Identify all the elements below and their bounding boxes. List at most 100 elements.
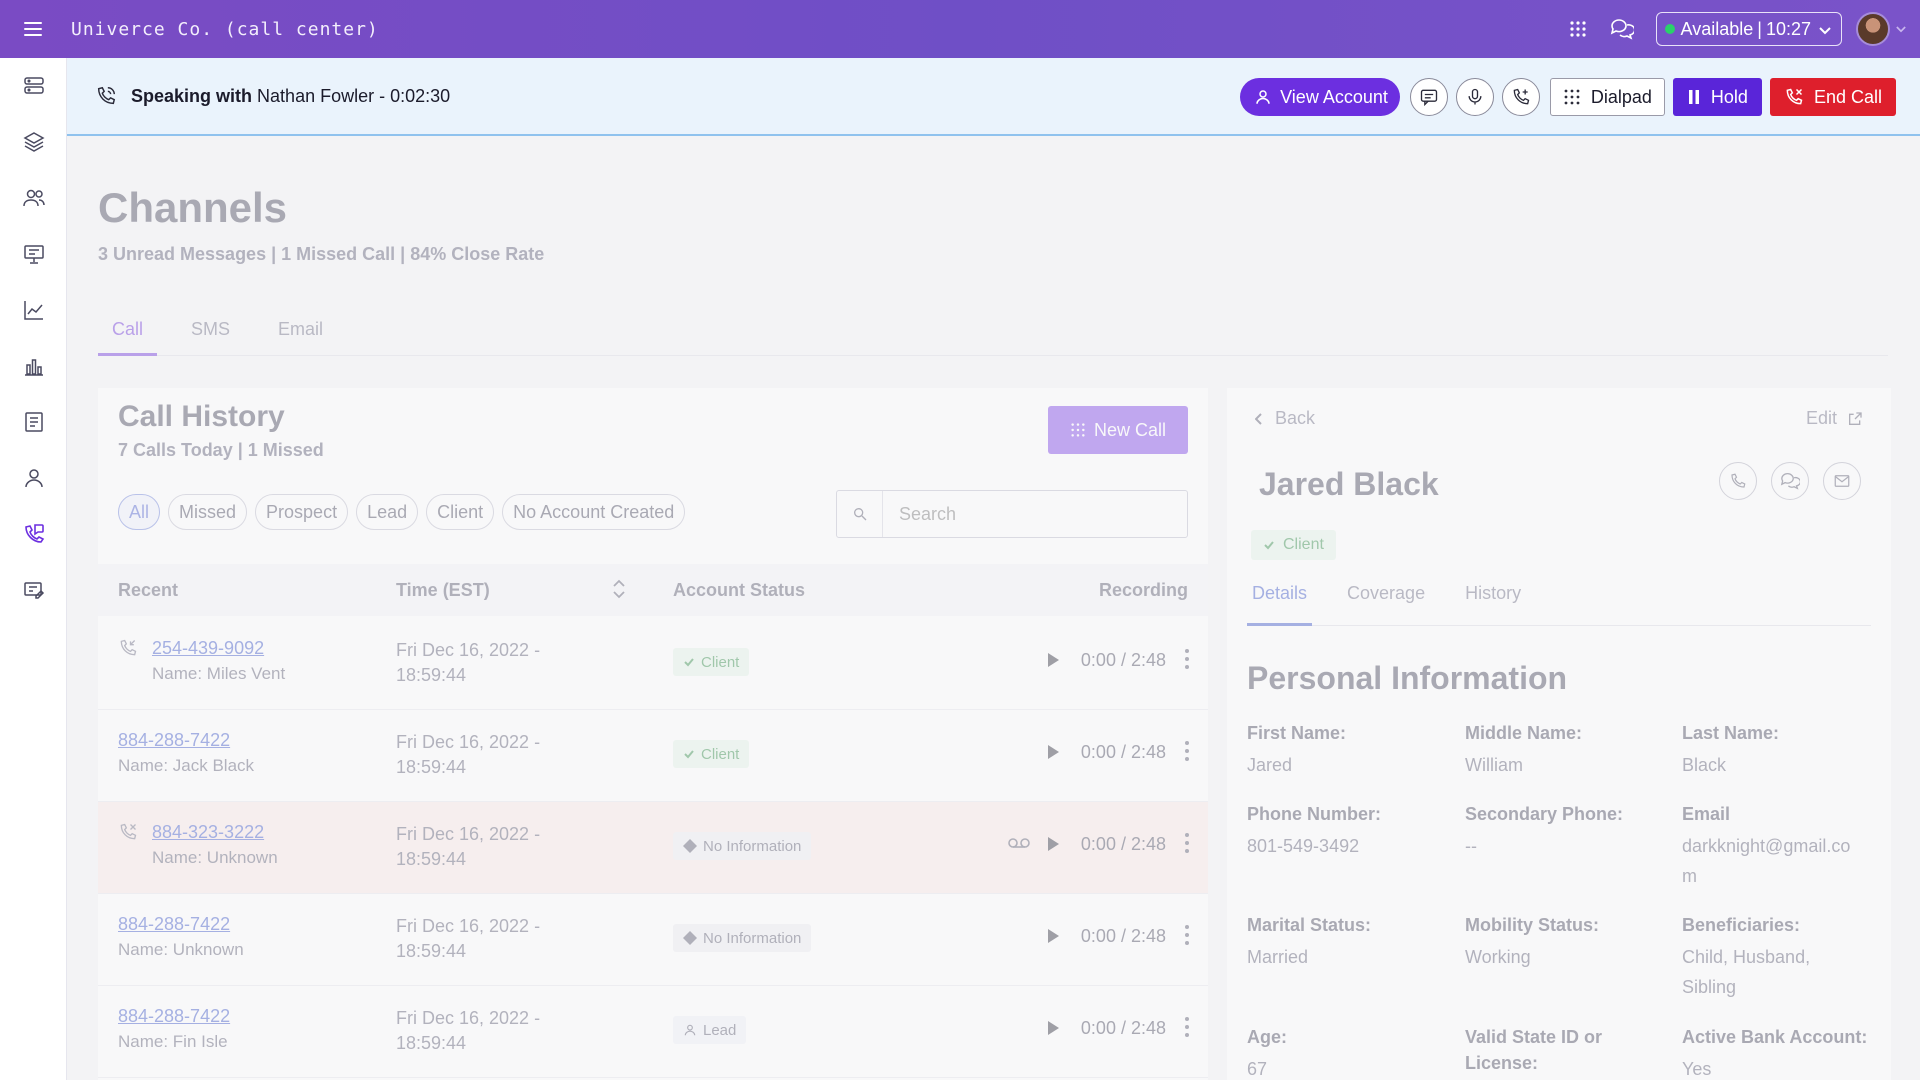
new-call-button[interactable]: New Call (1048, 406, 1188, 454)
user-icon (1256, 90, 1270, 104)
tab-call[interactable]: Call (98, 316, 158, 356)
play-icon[interactable] (1046, 1020, 1060, 1041)
tab-sms[interactable]: SMS (191, 319, 231, 339)
back-link[interactable]: Back (1255, 408, 1315, 429)
phone-hangup-icon (1786, 88, 1803, 105)
phone-link[interactable]: 884-323-3222 (152, 822, 265, 842)
end-call-button[interactable]: End Call (1769, 78, 1896, 116)
message-button[interactable] (1409, 78, 1448, 116)
line-chart-icon (23, 301, 43, 320)
mute-button[interactable] (1455, 78, 1494, 116)
chat-bubbles-icon[interactable] (1602, 9, 1642, 49)
dialpad-label: Dialpad (1590, 86, 1652, 107)
tab-coverage[interactable]: Coverage (1347, 583, 1426, 603)
status-badge: Client (673, 648, 750, 676)
ticket-edit-icon (23, 582, 44, 599)
sidebar-item-profile[interactable] (0, 450, 67, 506)
filter-client[interactable]: Client (426, 494, 495, 530)
table-row[interactable]: 254-439-9092 Name: Miles Vent Fri Dec 16… (98, 618, 1208, 710)
app-title: Univerce Co. (call center) (71, 18, 379, 40)
transfer-call-button[interactable] (1501, 78, 1540, 116)
sidebar-item-documents[interactable] (0, 394, 67, 450)
filter-missed[interactable]: Missed (168, 494, 248, 530)
play-icon[interactable] (1046, 836, 1060, 857)
call-history-card: Call History 7 Calls Today | 1 Missed Ne… (98, 388, 1208, 1080)
dialpad-icon (1564, 89, 1580, 105)
filter-lead[interactable]: Lead (356, 494, 419, 530)
play-icon[interactable] (1046, 928, 1060, 949)
phone-link[interactable]: 884-288-7422 (118, 1006, 231, 1026)
email-customer-button[interactable] (1823, 462, 1861, 500)
play-icon[interactable] (1046, 652, 1060, 673)
sidebar-item-channels[interactable] (0, 506, 67, 562)
sidebar-item-servers[interactable] (0, 58, 67, 114)
filter-all[interactable]: All (118, 494, 161, 530)
call-time: Fri Dec 16, 2022 -18:59:44 (396, 640, 541, 685)
call-time: Fri Dec 16, 2022 -18:59:44 (396, 916, 541, 961)
caller-name: Name: Miles Vent (152, 664, 286, 683)
recording-duration: 0:00 / 2:48 (1080, 834, 1166, 854)
tab-email[interactable]: Email (278, 319, 324, 339)
more-options-icon[interactable] (1184, 648, 1190, 675)
hold-label: Hold (1710, 86, 1748, 107)
customer-detail-card: Back Edit Jared Black Client (1227, 388, 1891, 1080)
more-options-icon[interactable] (1184, 1016, 1190, 1043)
microphone-icon (1468, 88, 1482, 105)
hamburger-menu-icon[interactable] (0, 0, 66, 58)
active-call-banner: Speaking with Nathan Fowler - 0:02:30 Vi… (67, 58, 1920, 136)
chat-bubbles-icon (1780, 472, 1800, 490)
table-row[interactable]: 884-323-3222 Name: Unknown Fri Dec 16, 2… (98, 802, 1208, 894)
sidebar-item-tickets[interactable] (0, 562, 67, 618)
user-avatar[interactable] (1856, 12, 1890, 46)
search-input[interactable] (883, 503, 1173, 525)
sidebar (0, 58, 67, 1080)
section-title: Personal Information (1247, 660, 1568, 696)
sidebar-item-analytics[interactable] (0, 282, 67, 338)
caller-name: Name: Jack Black (118, 756, 255, 775)
play-icon[interactable] (1046, 744, 1060, 765)
sidebar-item-contacts[interactable] (0, 170, 67, 226)
field-age: Age: 67 (1247, 1027, 1287, 1079)
field-mobility-status: Mobility Status: Working (1465, 915, 1599, 967)
customer-tabs: Details Coverage History (1247, 580, 1871, 626)
availability-dropdown[interactable]: Available | 10:27 (1655, 12, 1842, 46)
phone-link[interactable]: 884-288-7422 (118, 914, 231, 934)
edit-link[interactable]: Edit (1806, 408, 1863, 429)
hold-button[interactable]: Hold (1672, 78, 1762, 116)
sort-icon[interactable] (612, 578, 626, 605)
filter-no-account[interactable]: No Account Created (502, 494, 686, 530)
customer-name: Jared Black (1259, 466, 1439, 502)
filter-prospect[interactable]: Prospect (255, 494, 349, 530)
view-account-button[interactable]: View Account (1240, 78, 1400, 116)
status-badge: No Information (673, 832, 812, 860)
layers-icon (22, 132, 45, 152)
status-badge: Lead (673, 1016, 747, 1044)
page-title: Channels (98, 184, 288, 231)
call-time: Fri Dec 16, 2022 -18:59:44 (396, 824, 541, 869)
more-options-icon[interactable] (1184, 924, 1190, 951)
status-badge: Client (673, 740, 750, 768)
sidebar-item-reports[interactable] (0, 338, 67, 394)
call-status-text: Speaking with Nathan Fowler - 0:02:30 (131, 86, 450, 107)
recording-duration: 0:00 / 2:48 (1080, 742, 1166, 762)
chevron-down-icon (1819, 19, 1831, 40)
availability-status: Available (1680, 18, 1754, 39)
sms-customer-button[interactable] (1771, 462, 1809, 500)
table-row[interactable]: 884-288-7422 Name: Fin Isle Fri Dec 16, … (98, 986, 1208, 1078)
tab-history[interactable]: History (1465, 583, 1522, 603)
sidebar-item-layers[interactable] (0, 114, 67, 170)
table-row[interactable]: 884-288-7422 Name: Jack Black Fri Dec 16… (98, 710, 1208, 802)
table-row[interactable]: 884-288-7422 Name: Unknown Fri Dec 16, 2… (98, 894, 1208, 986)
apps-grid-icon[interactable] (1558, 9, 1598, 49)
field-state-id: Valid State ID or License: (1465, 1027, 1603, 1073)
tab-details[interactable]: Details (1247, 580, 1313, 626)
more-options-icon[interactable] (1184, 740, 1190, 767)
sidebar-item-presentations[interactable] (0, 226, 67, 282)
more-options-icon[interactable] (1184, 832, 1190, 859)
phone-link[interactable]: 254-439-9092 (152, 638, 265, 658)
call-customer-button[interactable] (1719, 462, 1757, 500)
incoming-call-icon (118, 638, 138, 663)
chevron-down-icon[interactable] (1896, 25, 1906, 33)
dialpad-button[interactable]: Dialpad (1549, 78, 1665, 116)
phone-link[interactable]: 884-288-7422 (118, 730, 231, 750)
